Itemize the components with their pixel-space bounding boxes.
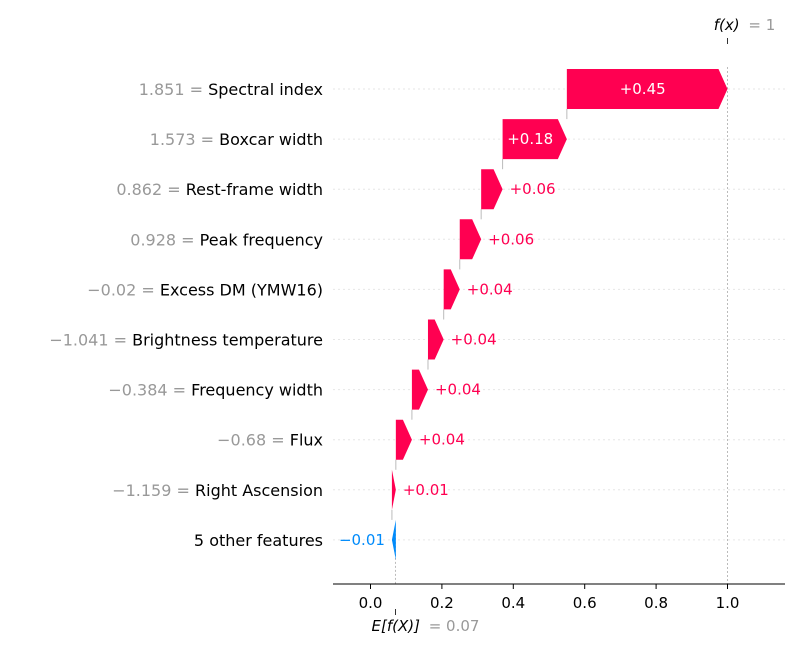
feature-name: Excess DM (YMW16): [160, 280, 323, 299]
base-label: E[f(X)]: [371, 617, 420, 635]
contribution-label: +0.45: [620, 80, 666, 98]
feature-label: −1.041 = Brightness temperature: [49, 330, 323, 349]
contribution-label: +0.01: [403, 481, 449, 499]
feature-value: −0.384 =: [108, 380, 191, 399]
feature-label: 0.862 = Rest-frame width: [116, 180, 323, 199]
feature-name: Brightness temperature: [132, 330, 323, 349]
feature-label: −1.159 = Right Ascension: [112, 480, 323, 499]
x-tick-label: 0.2: [430, 594, 454, 612]
contribution-bar: [411, 369, 428, 410]
feature-name: Flux: [290, 430, 323, 449]
feature-name: Right Ascension: [195, 480, 323, 499]
feature-label: 5 other features: [194, 530, 323, 549]
feature-name: Spectral index: [208, 80, 323, 99]
feature-value: −0.02 =: [87, 280, 160, 299]
contribution-label: +0.18: [507, 130, 553, 148]
feature-label: −0.02 = Excess DM (YMW16): [87, 280, 323, 299]
contribution-bar: [443, 269, 460, 310]
feature-name: Rest-frame width: [186, 180, 323, 199]
fx-label: f(x): [714, 16, 740, 34]
contribution-bar: [502, 119, 567, 160]
contribution-label: +0.06: [488, 230, 534, 248]
contribution-label: +0.04: [451, 331, 497, 349]
contribution-bar: [391, 519, 396, 560]
feature-label: 1.851 = Spectral index: [139, 80, 323, 99]
feature-labels: 1.851 = Spectral index 1.573 = Boxcar wid…: [49, 80, 323, 550]
contribution-bar: [391, 469, 396, 510]
feature-label: −0.68 = Flux: [217, 430, 323, 449]
fx-annotation: f(x) = 1: [714, 16, 776, 34]
contribution-label: +0.06: [510, 180, 556, 198]
feature-name: Boxcar width: [219, 130, 323, 149]
x-tick-label: 0.0: [359, 594, 383, 612]
contribution-label: +0.04: [467, 280, 513, 298]
base-value-annotation: E[f(X)] = 0.07: [371, 617, 479, 635]
feature-value: 0.928 =: [130, 230, 199, 249]
x-tick-label: 0.6: [573, 594, 597, 612]
contribution-bar: [427, 319, 444, 360]
contribution-label: +0.04: [435, 381, 481, 399]
feature-label: −0.384 = Frequency width: [108, 380, 323, 399]
feature-name: Frequency width: [191, 380, 323, 399]
feature-name: Peak frequency: [200, 230, 323, 249]
x-tick-label: 1.0: [716, 594, 740, 612]
feature-value: −1.041 =: [49, 330, 132, 349]
x-tick-label: 0.8: [644, 594, 668, 612]
x-tick-label: 0.4: [501, 594, 525, 612]
contribution-bar: [566, 69, 728, 109]
x-ticks: 0.0 0.2 0.4 0.6 0.8 1.0: [359, 584, 740, 612]
feature-value: 1.851 =: [139, 80, 208, 99]
base-value: = 0.07: [429, 617, 480, 635]
feature-label: 0.928 = Peak frequency: [130, 230, 323, 249]
feature-name: 5 other features: [194, 530, 323, 549]
contribution-bars: +0.45 +0.18 +0.06 +0.06 +0.04 +0.04 +0.04 +0.04…: [339, 69, 728, 560]
feature-value: 1.573 =: [150, 130, 219, 149]
feature-label: 1.573 = Boxcar width: [150, 130, 323, 149]
fx-value: = 1: [748, 16, 775, 34]
contribution-bar: [481, 169, 503, 210]
contribution-bar: [395, 419, 412, 460]
contribution-label: +0.04: [419, 431, 465, 449]
contribution-label: −0.01: [339, 531, 385, 549]
feature-value: −0.68 =: [217, 430, 290, 449]
feature-value: −1.159 =: [112, 480, 195, 499]
row-guides: [333, 88, 785, 541]
feature-value: 0.862 =: [116, 180, 185, 199]
contribution-bar: [459, 219, 482, 260]
